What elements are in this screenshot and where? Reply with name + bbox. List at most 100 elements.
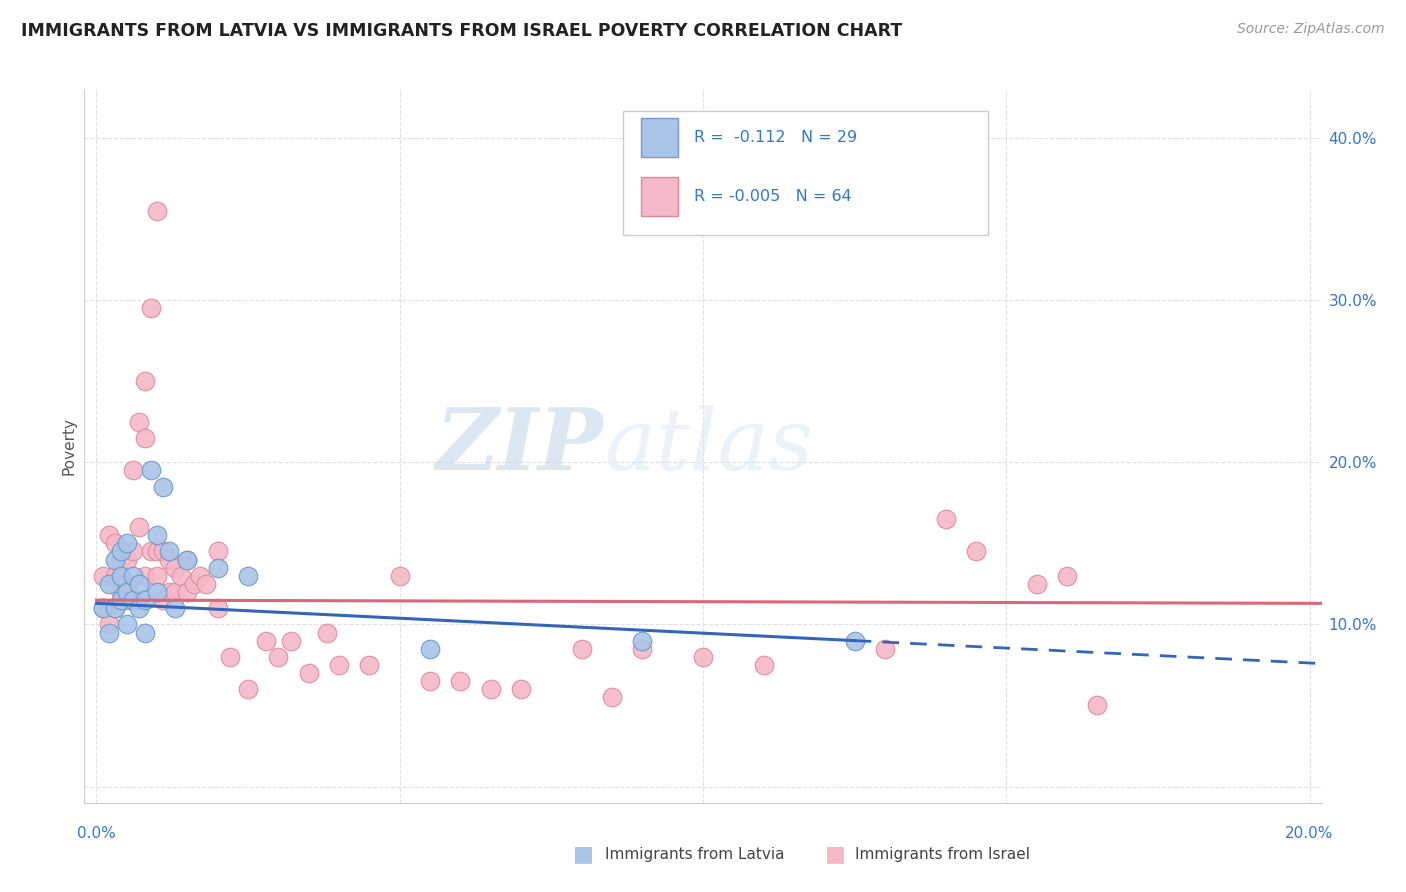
Point	[104, 536, 127, 550]
Point	[388, 568, 411, 582]
Point	[110, 568, 132, 582]
Point	[419, 674, 441, 689]
Point	[194, 577, 217, 591]
Point	[146, 544, 169, 558]
Point	[631, 633, 654, 648]
Point	[146, 203, 169, 218]
Point	[254, 633, 277, 648]
Point	[134, 431, 156, 445]
Point	[1085, 698, 1108, 713]
Text: Immigrants from Latvia: Immigrants from Latvia	[605, 847, 785, 862]
Text: R =  -0.112   N = 29: R = -0.112 N = 29	[695, 129, 858, 145]
Point	[280, 633, 302, 648]
Point	[122, 568, 145, 582]
Point	[139, 301, 162, 315]
Point	[157, 552, 180, 566]
Point	[207, 560, 229, 574]
Point	[1056, 568, 1078, 582]
Text: 0.0%: 0.0%	[77, 827, 115, 841]
Point	[176, 585, 198, 599]
Point	[449, 674, 471, 689]
Point	[176, 552, 198, 566]
Point	[128, 520, 150, 534]
Point	[176, 552, 198, 566]
Point	[152, 593, 174, 607]
Point	[631, 641, 654, 656]
Point	[115, 593, 138, 607]
Point	[183, 577, 205, 591]
Point	[965, 544, 987, 558]
Point	[152, 479, 174, 493]
Point	[873, 641, 896, 656]
Point	[157, 585, 180, 599]
Point	[134, 374, 156, 388]
Point	[139, 544, 162, 558]
Point	[328, 657, 350, 672]
Point	[479, 682, 502, 697]
Point	[91, 601, 114, 615]
Point	[219, 649, 242, 664]
Point	[207, 544, 229, 558]
Point	[122, 593, 145, 607]
Point	[146, 568, 169, 582]
Text: Source: ZipAtlas.com: Source: ZipAtlas.com	[1237, 22, 1385, 37]
Text: IMMIGRANTS FROM LATVIA VS IMMIGRANTS FROM ISRAEL POVERTY CORRELATION CHART: IMMIGRANTS FROM LATVIA VS IMMIGRANTS FRO…	[21, 22, 903, 40]
Point	[1025, 577, 1047, 591]
Point	[316, 625, 339, 640]
FancyBboxPatch shape	[623, 111, 987, 235]
Point	[571, 641, 593, 656]
Point	[97, 528, 120, 542]
Text: 20.0%: 20.0%	[1285, 827, 1334, 841]
Point	[128, 593, 150, 607]
Point	[207, 601, 229, 615]
Point	[91, 568, 114, 582]
Point	[935, 512, 957, 526]
Point	[115, 617, 138, 632]
Bar	[641, 118, 678, 157]
Point	[91, 601, 114, 615]
Point	[97, 625, 120, 640]
Text: ■: ■	[825, 845, 845, 864]
Point	[128, 577, 150, 591]
Point	[104, 552, 127, 566]
Point	[146, 528, 169, 542]
Point	[122, 463, 145, 477]
Bar	[641, 177, 678, 216]
Point	[115, 585, 138, 599]
Point	[419, 641, 441, 656]
Y-axis label: Poverty: Poverty	[60, 417, 76, 475]
Point	[134, 593, 156, 607]
Point	[115, 577, 138, 591]
Point	[170, 568, 193, 582]
Point	[110, 593, 132, 607]
Point	[165, 601, 187, 615]
Point	[97, 617, 120, 632]
Point	[122, 544, 145, 558]
Point	[146, 585, 169, 599]
Point	[165, 560, 187, 574]
Point	[104, 601, 127, 615]
Text: R = -0.005   N = 64: R = -0.005 N = 64	[695, 189, 852, 203]
Point	[110, 544, 132, 558]
Text: ZIP: ZIP	[436, 404, 605, 488]
Point	[110, 585, 132, 599]
Point	[188, 568, 211, 582]
Point	[157, 544, 180, 558]
Point	[165, 585, 187, 599]
Point	[134, 625, 156, 640]
Point	[510, 682, 533, 697]
Point	[115, 552, 138, 566]
Point	[267, 649, 290, 664]
Point	[236, 568, 259, 582]
Point	[104, 601, 127, 615]
Point	[128, 415, 150, 429]
Point	[844, 633, 866, 648]
Text: atlas: atlas	[605, 405, 813, 487]
Point	[752, 657, 775, 672]
Point	[692, 649, 714, 664]
Text: Immigrants from Israel: Immigrants from Israel	[855, 847, 1029, 862]
Text: ■: ■	[574, 845, 593, 864]
Point	[152, 544, 174, 558]
Point	[359, 657, 381, 672]
Point	[298, 666, 321, 681]
